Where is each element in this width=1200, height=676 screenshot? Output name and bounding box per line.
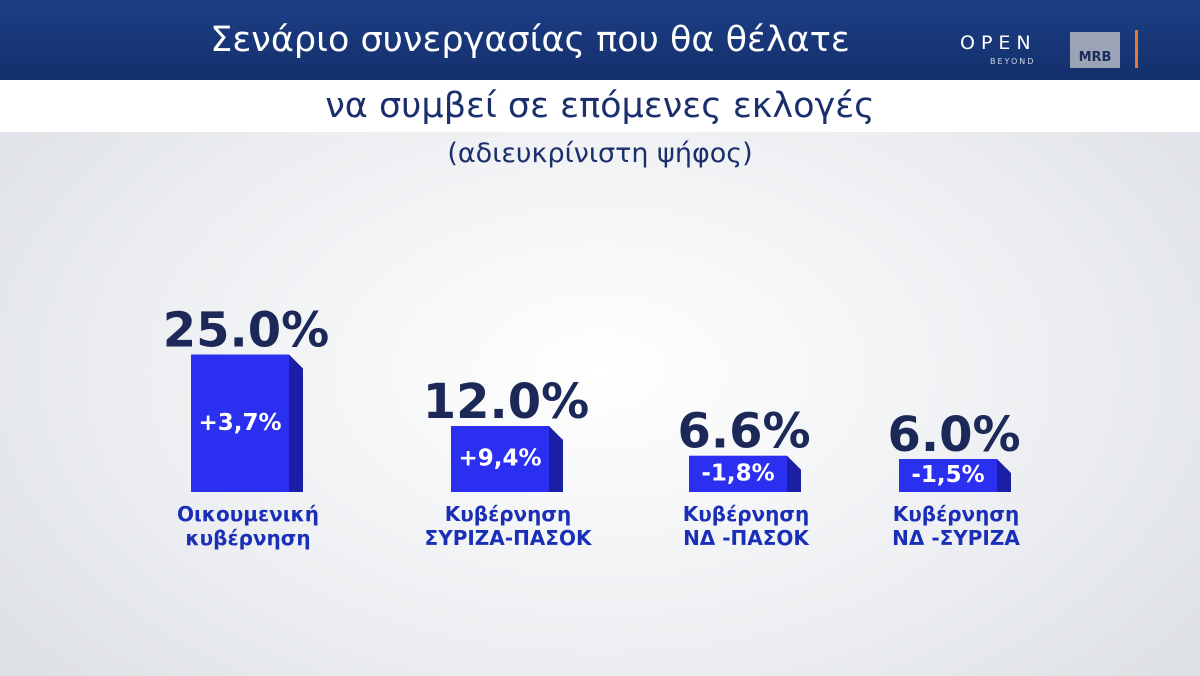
value-label: 12.0% (423, 374, 590, 430)
bar (191, 354, 289, 492)
change-label: -1,8% (701, 460, 774, 486)
change-label: -1,5% (911, 462, 984, 488)
value-label: 25.0% (163, 303, 330, 359)
bar (689, 455, 787, 492)
category-label: Κυβέρνηση ΝΔ -ΣΥΡΙΖΑ (892, 502, 1020, 550)
header-bar (0, 0, 1200, 80)
value-label: 6.6% (677, 404, 810, 460)
logo-divider (1135, 30, 1138, 68)
value-label: 6.0% (887, 407, 1020, 463)
title: Σενάριο συνεργασίας που θα θέλατε (210, 20, 850, 60)
title-band (0, 80, 1200, 132)
title-line2: να συμβεί σε επόμενες εκλογές (325, 86, 875, 126)
channel-tagline: BEYOND (990, 57, 1036, 66)
change-label: +3,7% (198, 410, 281, 436)
subtitle: (αδιευκρίνιστη ψήφος) (447, 138, 753, 169)
channel-logo: OPEN (960, 32, 1037, 54)
category-label: Κυβέρνηση ΣΥΡΙΖΑ-ΠΑΣΟΚ (424, 502, 592, 550)
bar-side (997, 459, 1011, 492)
bar (451, 426, 549, 492)
category-label: Οικουμενική κυβέρνηση (177, 502, 319, 550)
bar-side (787, 455, 801, 492)
pollster-logo: MRB (1070, 32, 1120, 68)
change-label: +9,4% (458, 446, 541, 472)
bar (899, 459, 997, 492)
bar-side (289, 354, 303, 492)
category-label: Κυβέρνηση ΝΔ -ΠΑΣΟΚ (682, 502, 810, 550)
bar-side (549, 426, 563, 492)
